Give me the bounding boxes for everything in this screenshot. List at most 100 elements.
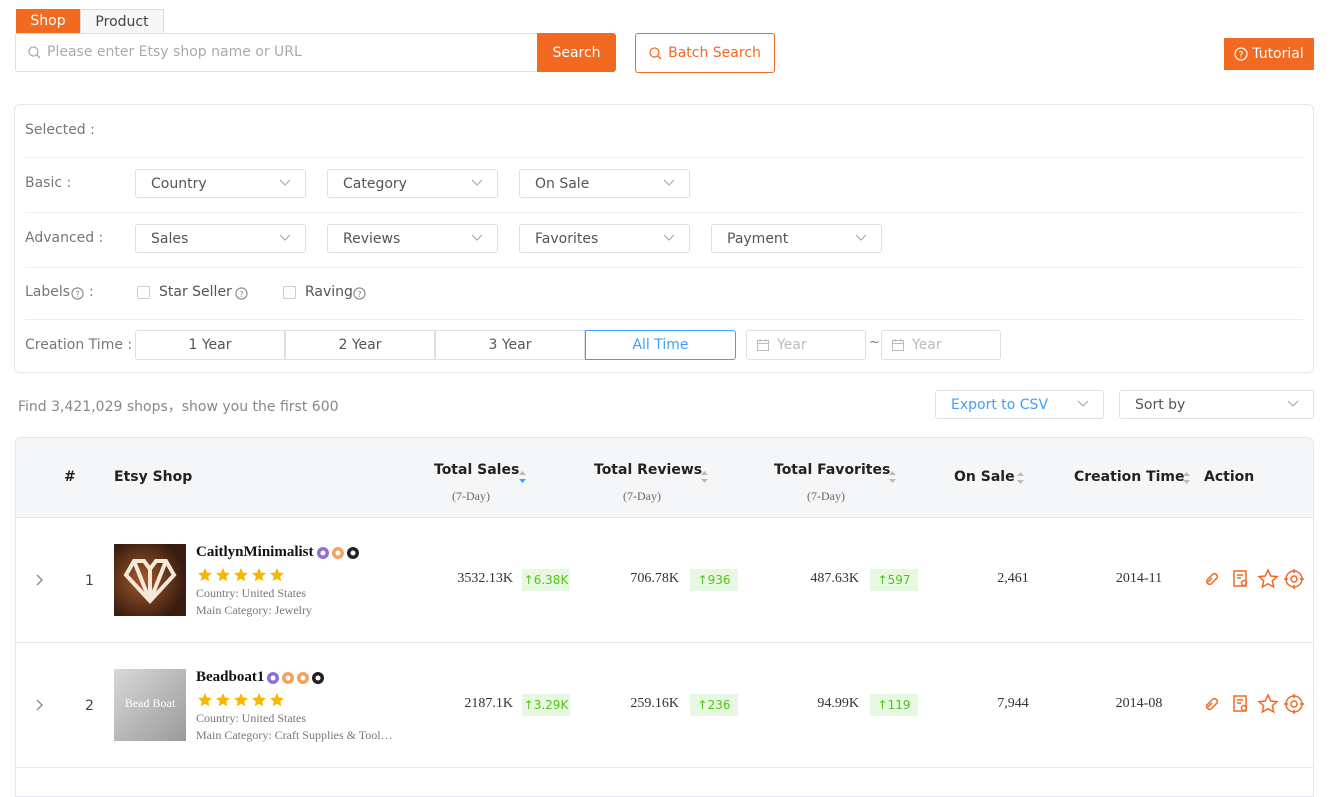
time-option[interactable]: 3 Year	[435, 330, 585, 360]
dropdown-label: Reviews	[343, 230, 401, 247]
time-option[interactable]: 1 Year	[135, 330, 285, 360]
rating-stars	[198, 693, 284, 707]
column-header[interactable]: Creation Time	[1074, 469, 1185, 485]
checkbox-label[interactable]: Star Seller	[159, 284, 232, 300]
sort-icon	[1183, 472, 1190, 484]
sort-toggle[interactable]	[700, 470, 709, 488]
row-actions	[1204, 693, 1314, 719]
shop-country: Country: United States	[196, 586, 306, 600]
year-input[interactable]: Year	[881, 330, 1001, 360]
time-option[interactable]: 2 Year	[285, 330, 435, 360]
sort-dropdown[interactable]: Sort by	[1119, 390, 1314, 419]
metric-change: ↑119	[870, 694, 918, 716]
stars	[197, 567, 287, 587]
shop-image	[114, 544, 186, 616]
chevron	[855, 234, 867, 241]
dropdown[interactable]: On Sale	[519, 169, 690, 198]
column-header[interactable]: On Sale	[954, 469, 1015, 485]
chevron	[471, 234, 483, 241]
year-placeholder: Year	[777, 337, 807, 353]
column-header[interactable]: Total Favorites	[774, 462, 891, 478]
checkbox[interactable]	[137, 286, 150, 299]
dropdown[interactable]: Sales	[135, 224, 306, 253]
results-table: # Etsy Shop Total Sales (7-Day) Total Review…	[15, 437, 1314, 797]
column-header: Etsy Shop	[114, 469, 193, 485]
heart-logo	[123, 559, 177, 604]
labels-colon: :	[89, 284, 94, 300]
metric-value: 3532.13K	[457, 571, 513, 586]
dropdown[interactable]: Country	[135, 169, 306, 198]
dropdown[interactable]: Reviews	[327, 224, 498, 253]
shop-badges	[317, 547, 359, 559]
creation-time: 2014-11	[1115, 571, 1163, 586]
tab-product[interactable]: Product	[80, 9, 164, 33]
sort-toggle[interactable]	[518, 470, 527, 488]
checkbox[interactable]	[283, 286, 296, 299]
metric-change: ↑6.38K	[522, 569, 570, 591]
tab-shop[interactable]: Shop	[16, 9, 80, 33]
batch-search-button[interactable]: Batch Search	[635, 33, 775, 73]
dropdown-label: Sales	[151, 230, 189, 247]
badges	[266, 671, 326, 689]
expand-toggle[interactable]	[36, 574, 44, 590]
shop-category: Main Category: Craft Supplies & Tool…	[196, 728, 393, 742]
search-button[interactable]: Search	[537, 33, 616, 72]
tutorial-label: Tutorial	[1252, 46, 1304, 62]
column-header[interactable]: Total Sales	[434, 462, 520, 478]
checkbox-label[interactable]: Raving	[305, 284, 353, 300]
year-input[interactable]: Year	[746, 330, 866, 360]
divider	[25, 212, 1303, 213]
chevron	[663, 179, 675, 186]
column-header[interactable]: Total Reviews	[594, 462, 703, 478]
sort-toggle[interactable]	[1016, 471, 1025, 489]
metric-value: 706.78K	[630, 571, 679, 586]
action-icons[interactable]	[1204, 693, 1314, 715]
help-icon: ?	[71, 287, 84, 300]
chevron	[279, 179, 291, 186]
sort-toggle[interactable]	[1182, 471, 1191, 489]
metric-value: 487.63K	[810, 571, 859, 586]
sort-toggle[interactable]	[888, 470, 897, 488]
svg-text:?: ?	[239, 289, 243, 299]
export-dropdown[interactable]: Export to CSV	[935, 390, 1104, 419]
badges	[316, 546, 361, 564]
metric-value: 2187.1K	[464, 696, 513, 711]
dropdown-label: Payment	[727, 230, 789, 247]
divider	[25, 319, 1303, 320]
creation-label: Creation Time :	[25, 337, 133, 353]
action-icons[interactable]	[1204, 568, 1314, 590]
tutorial-button[interactable]: ? Tutorial	[1224, 38, 1314, 70]
dropdown-label: Country	[151, 175, 207, 192]
dropdown-label: On Sale	[535, 175, 590, 192]
dropdown[interactable]: Payment	[711, 224, 882, 253]
table-row: 1 CaitlynMinimalist Country: United States…	[16, 518, 1314, 643]
selected-label: Selected :	[25, 122, 95, 138]
metric-change: ↑597	[870, 569, 918, 591]
basic-label: Basic :	[25, 175, 72, 191]
chevron	[279, 234, 291, 241]
filter-panel: Selected : Basic : Advanced : Country Catego…	[14, 104, 1314, 373]
divider	[25, 267, 1303, 268]
divider	[25, 157, 1303, 158]
batch-search-label: Batch Search	[668, 45, 761, 61]
shop-name[interactable]: CaitlynMinimalist	[196, 544, 314, 560]
dropdown[interactable]: Favorites	[519, 224, 690, 253]
time-option[interactable]: All Time	[585, 330, 736, 360]
row-number: 2	[85, 698, 94, 714]
shop-name[interactable]: Beadboat1	[196, 669, 265, 685]
advanced-label: Advanced :	[25, 230, 104, 246]
search-placeholder: Please enter Etsy shop name or URL	[47, 44, 302, 60]
expand-toggle[interactable]	[36, 699, 44, 715]
help-icon: ?	[1234, 47, 1248, 61]
svg-text:?: ?	[357, 289, 361, 299]
sort-icon	[889, 471, 896, 483]
dropdown[interactable]: Category	[327, 169, 498, 198]
shop-badges	[267, 672, 324, 684]
sort-icon	[519, 471, 526, 483]
labels-label: Labels	[25, 284, 71, 300]
search-input[interactable]: Please enter Etsy shop name or URL	[15, 33, 538, 72]
sort-label: Sort by	[1135, 396, 1186, 413]
label-help: ?	[353, 287, 366, 304]
